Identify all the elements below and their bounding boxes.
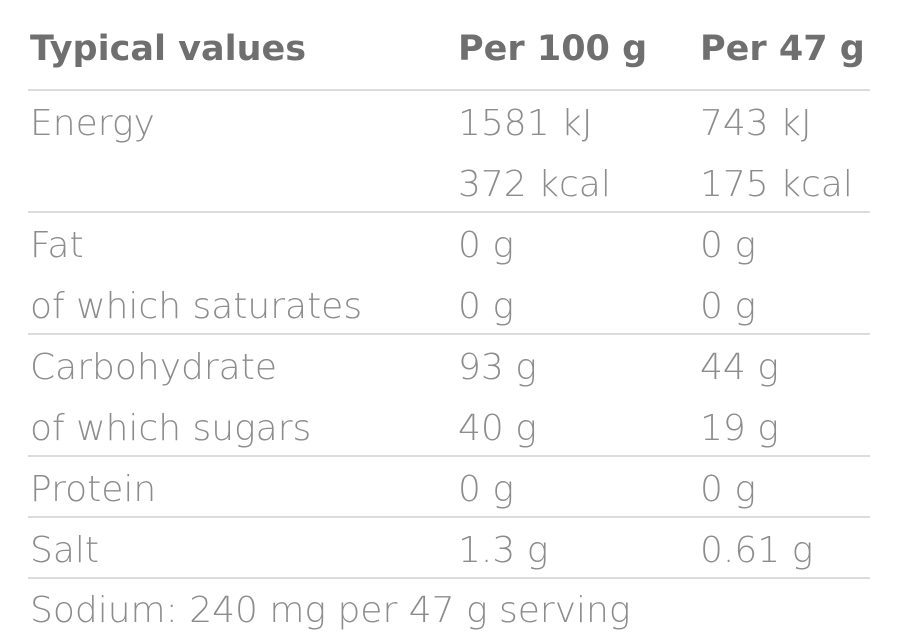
row-value: 93 g: [458, 347, 537, 388]
row-value: 175 kcal: [700, 164, 853, 205]
row-value: 0 g: [700, 469, 756, 510]
row-label: Protein: [30, 469, 156, 510]
row-value: 0 g: [458, 225, 514, 266]
row-label: of which saturates: [30, 286, 362, 327]
column-header: Typical values: [30, 29, 306, 69]
row-label: of which sugars: [30, 408, 311, 449]
row-label: Carbohydrate: [30, 347, 277, 388]
column-header: Per 100 g: [458, 29, 647, 69]
row-value: 0 g: [458, 469, 514, 510]
footnote: Sodium: 240 mg per 47 g serving: [30, 590, 630, 631]
row-value: 0 g: [700, 286, 756, 327]
row-value: 0.61 g: [700, 530, 813, 571]
row-value: 44 g: [700, 347, 779, 388]
row-label: Energy: [30, 103, 155, 144]
column-header: Per 47 g: [700, 29, 865, 69]
row-value: 19 g: [700, 408, 779, 449]
row-value: 372 kcal: [458, 164, 611, 205]
row-value: 0 g: [700, 225, 756, 266]
row-value: 40 g: [458, 408, 537, 449]
row-label: Salt: [30, 530, 99, 571]
row-value: 1581 kJ: [458, 103, 593, 144]
row-value: 0 g: [458, 286, 514, 327]
row-value: 743 kJ: [700, 103, 812, 144]
row-value: 1.3 g: [458, 530, 548, 571]
row-label: Fat: [30, 225, 84, 266]
